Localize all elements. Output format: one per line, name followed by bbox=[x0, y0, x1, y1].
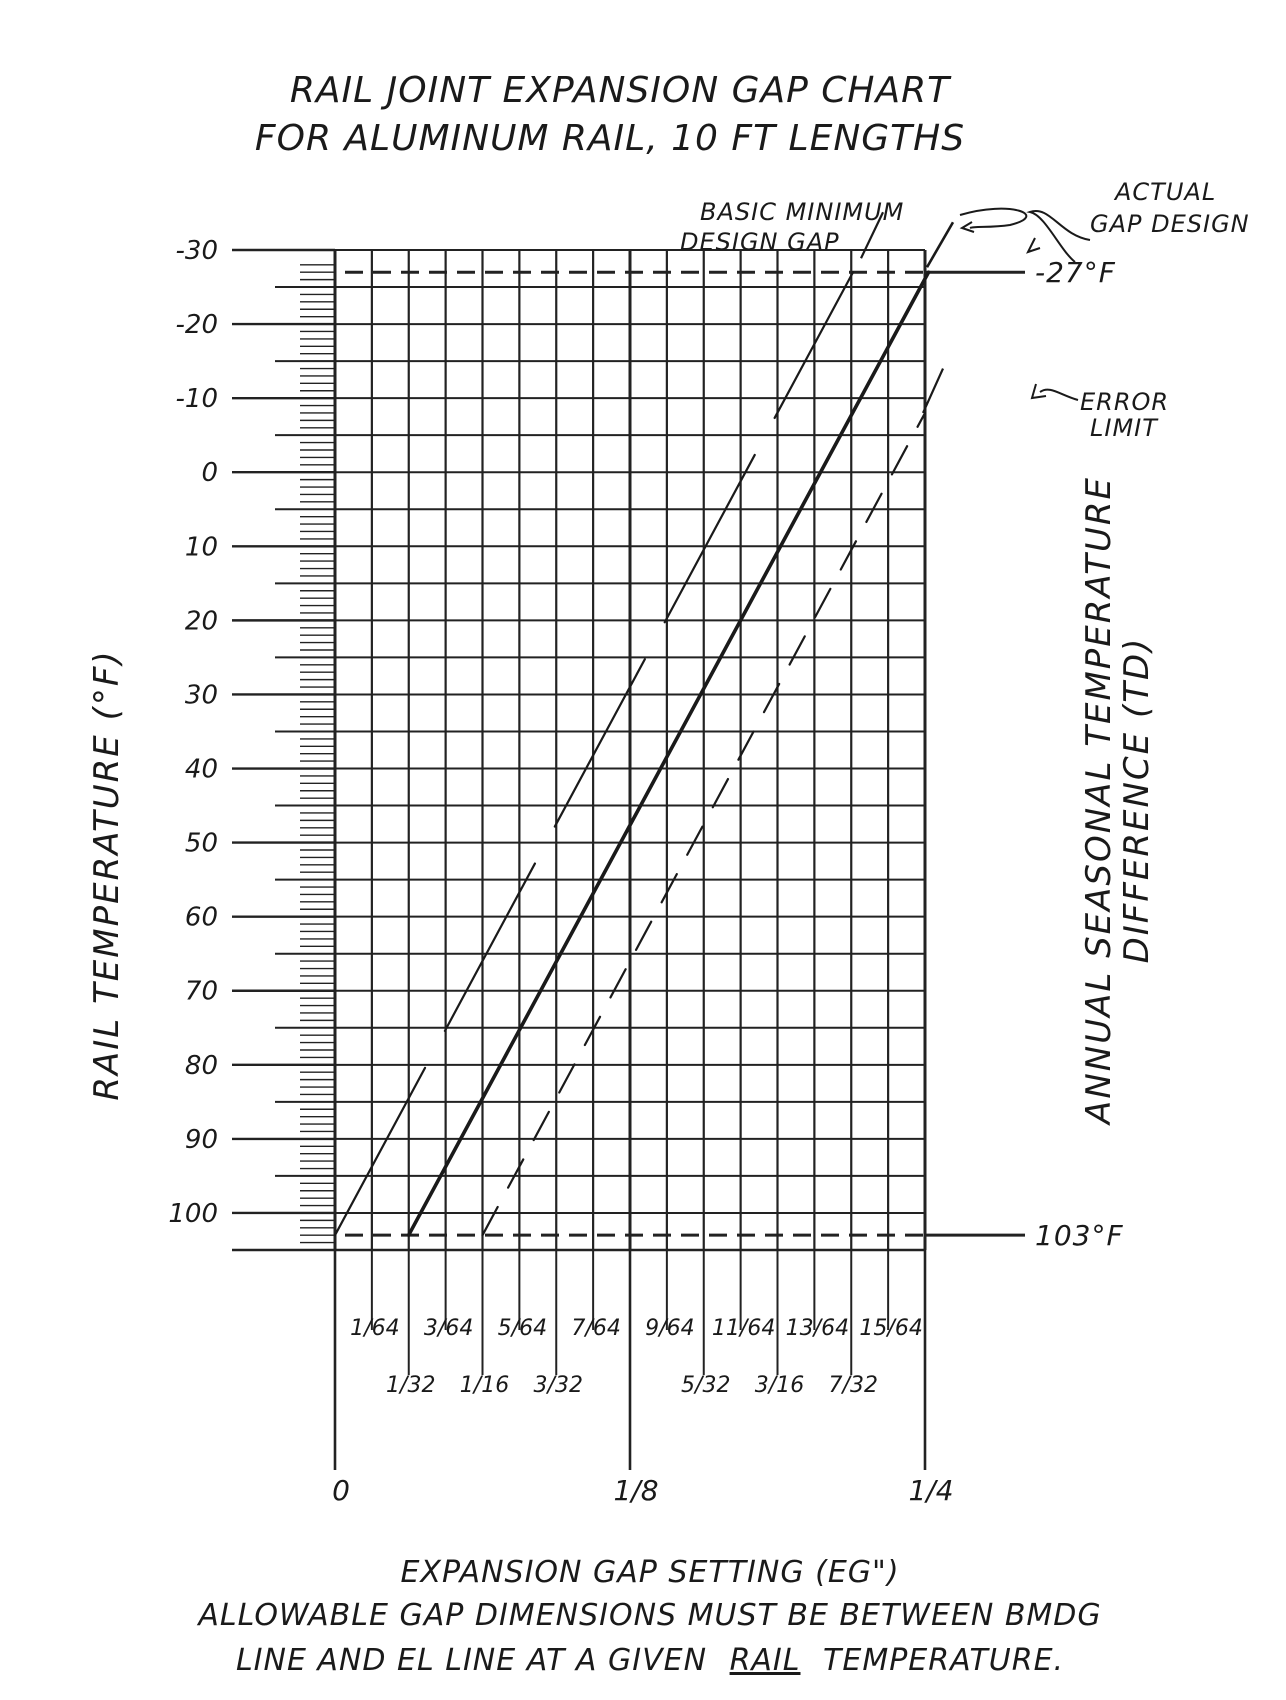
note-underlined-word: RAIL bbox=[730, 1643, 801, 1678]
annotation-actual-arrow bbox=[1026, 237, 1041, 254]
right-axis-label-line1: ANNUAL SEASONAL TEMPERATURE bbox=[1079, 476, 1119, 1126]
y-tick-label: 60 bbox=[185, 903, 218, 933]
reference-label: 103°F bbox=[1035, 1219, 1124, 1252]
series-line bbox=[333, 271, 855, 1237]
right-axis-label-line2: DIFFERENCE (TD) bbox=[1117, 637, 1157, 964]
annotation-actual-line2: GAP DESIGN bbox=[1090, 210, 1250, 238]
x-axis-label: EXPANSION GAP SETTING (EG") bbox=[400, 1555, 899, 1590]
y-tick-label: 50 bbox=[185, 829, 218, 859]
x-tick-label: 0 bbox=[332, 1474, 350, 1507]
annotation-bmdg-arrow bbox=[959, 221, 975, 233]
y-tick-label: 70 bbox=[185, 977, 218, 1007]
annotation-bmdg-pointer bbox=[959, 207, 1028, 229]
tick-labels: -30 -20 -10 0 10 20 30 40 50 60 70 80 90 100 1/64 3/64 5… bbox=[168, 236, 953, 1507]
x-tick-label: 7/32 bbox=[829, 1373, 878, 1398]
x-tick-label: 1/8 bbox=[613, 1474, 658, 1507]
y-tick-label: 20 bbox=[185, 606, 218, 636]
y-tick-label: -10 bbox=[176, 384, 218, 414]
y-tick-label: 80 bbox=[185, 1051, 218, 1081]
x-tick-label: 1/64 bbox=[350, 1316, 399, 1341]
y-tick-label: -30 bbox=[176, 236, 218, 266]
y-tick-label: 10 bbox=[185, 532, 218, 562]
error-extension bbox=[921, 368, 945, 414]
x-tick-label: 3/64 bbox=[424, 1316, 473, 1341]
chart-title: RAIL JOINT EXPANSION GAP CHART bbox=[290, 70, 952, 111]
annotation-error-arrow bbox=[1030, 383, 1047, 400]
y-tick-label: 90 bbox=[185, 1125, 218, 1155]
annotation-error-pointer bbox=[1039, 388, 1079, 401]
note-line2: LINE AND EL LINE AT A GIVEN RAIL TEMPERA… bbox=[236, 1643, 1064, 1678]
x-tick-label: 1/32 bbox=[386, 1373, 435, 1398]
bmdg-extension bbox=[860, 211, 885, 259]
annotation-error-line1: ERROR bbox=[1080, 388, 1169, 416]
y-tick-label: 40 bbox=[185, 755, 218, 785]
y-axis-label: RAIL TEMPERATURE (°F) bbox=[87, 649, 127, 1100]
annotation-error-line2: LIMIT bbox=[1090, 414, 1159, 442]
x-tick-label: 7/64 bbox=[571, 1316, 620, 1341]
annotation-actual-pointer bbox=[1026, 209, 1091, 263]
annotation-bmdg-line2: DESIGN GAP bbox=[680, 228, 840, 256]
x-tick-label: 5/32 bbox=[681, 1373, 730, 1398]
x-tick-label: 13/64 bbox=[786, 1316, 849, 1341]
y-tick-label: -20 bbox=[176, 310, 218, 340]
x-tick-label: 1/16 bbox=[460, 1373, 509, 1398]
x-tick-label: 1/4 bbox=[908, 1474, 953, 1507]
grid-layer bbox=[232, 248, 927, 1470]
note-line2-start: LINE AND EL LINE AT A GIVEN bbox=[236, 1643, 707, 1678]
y-tick-label: 100 bbox=[168, 1199, 218, 1229]
series-line bbox=[481, 411, 927, 1237]
note-line1: ALLOWABLE GAP DIMENSIONS MUST BE BETWEEN… bbox=[196, 1598, 1101, 1633]
note-line2-end: TEMPERATURE. bbox=[823, 1643, 1064, 1678]
annotation-actual-line1: ACTUAL bbox=[1113, 178, 1216, 206]
chart-subtitle: FOR ALUMINUM RAIL, 10 FT LENGTHS bbox=[255, 118, 965, 159]
y-tick-label: 0 bbox=[201, 458, 218, 488]
x-tick-label: 5/64 bbox=[498, 1316, 547, 1341]
x-tick-label: 11/64 bbox=[712, 1316, 775, 1341]
x-tick-label: 3/32 bbox=[534, 1373, 583, 1398]
x-tick-label: 3/16 bbox=[755, 1373, 804, 1398]
y-tick-label: 30 bbox=[185, 680, 218, 710]
actual-extension bbox=[925, 221, 955, 268]
x-tick-label: 15/64 bbox=[859, 1316, 922, 1341]
series-line bbox=[406, 270, 931, 1237]
series-lines bbox=[333, 211, 955, 1237]
annotation-bmdg-line1: BASIC MINIMUM bbox=[700, 198, 904, 226]
x-tick-label: 9/64 bbox=[645, 1316, 694, 1341]
